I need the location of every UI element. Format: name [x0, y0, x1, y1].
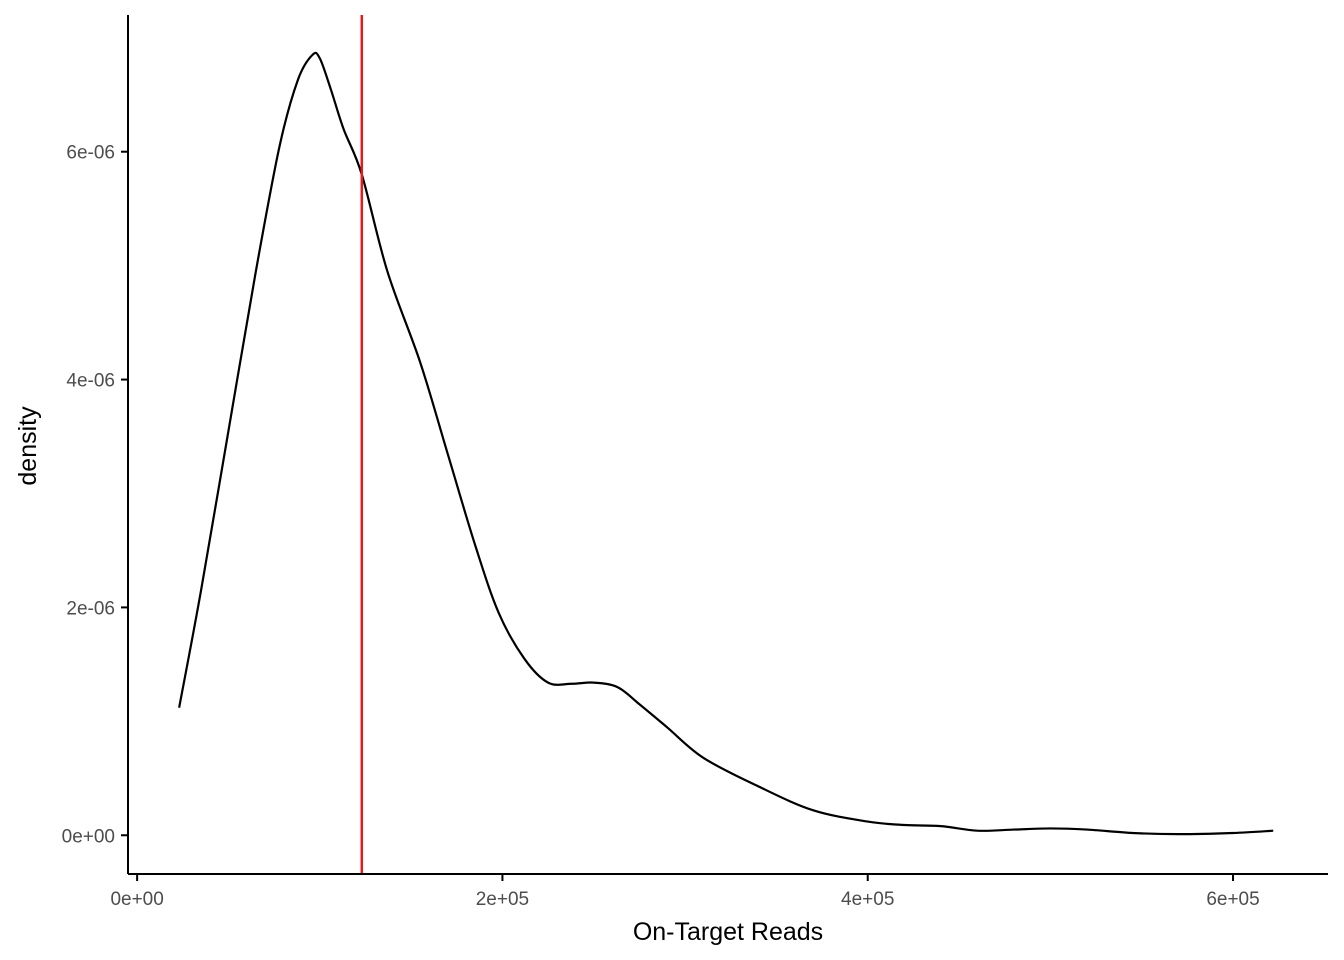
- y-tick-label: 2e-06: [66, 598, 115, 619]
- y-tick-label: 0e+00: [62, 826, 115, 847]
- x-tick-label: 6e+05: [1206, 889, 1259, 910]
- x-tick-label: 4e+05: [841, 889, 894, 910]
- x-axis-title: On-Target Reads: [633, 918, 823, 946]
- x-tick-label: 2e+05: [476, 889, 529, 910]
- axes: [127, 15, 1328, 875]
- y-tick-label: 6e-06: [66, 143, 115, 164]
- plot-panel: [178, 15, 1274, 874]
- x-tick-label: 0e+00: [110, 889, 163, 910]
- ticks: 0e+00 2e+05 4e+05 6e+05 0e+00 2e-06 4e-06 6e-06: [62, 143, 1260, 910]
- density-curve: [178, 51, 1274, 836]
- y-tick-label: 4e-06: [66, 371, 115, 392]
- y-axis-title: density: [14, 406, 42, 486]
